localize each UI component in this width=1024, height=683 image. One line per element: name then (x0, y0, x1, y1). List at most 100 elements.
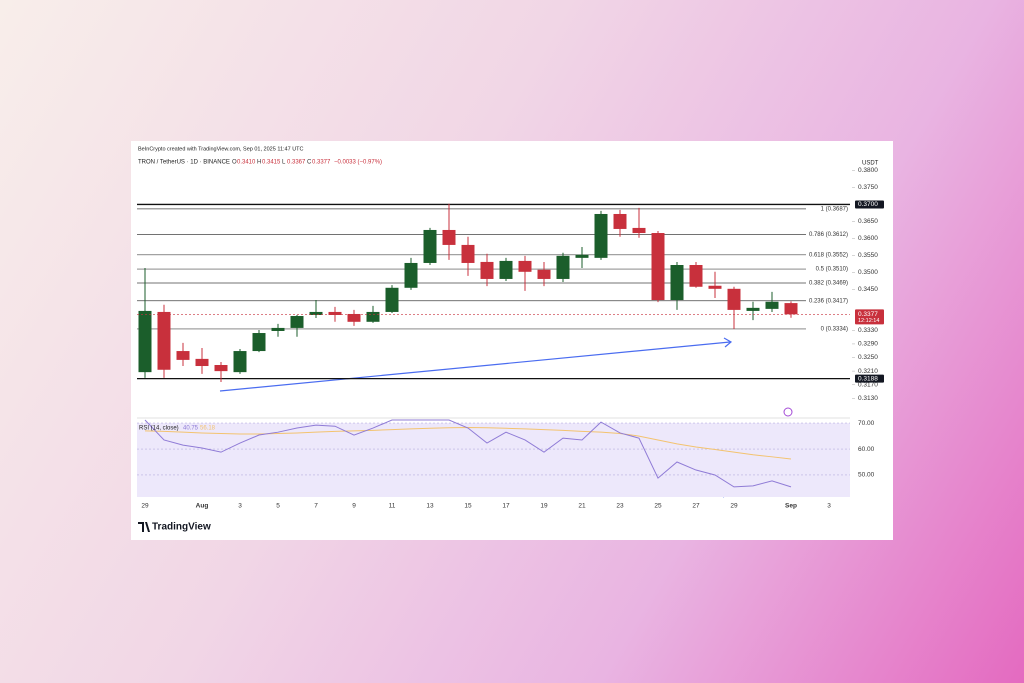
candle-body (366, 311, 380, 322)
credit: BeInCrypto created with TradingView.com,… (138, 146, 304, 152)
candle-body (499, 260, 513, 279)
candle-body (442, 229, 456, 245)
candle-body (290, 316, 304, 328)
y-tick-label: 0.3210 (858, 368, 878, 375)
candle-body (784, 303, 798, 315)
y-tick-label: 0.3500 (858, 269, 878, 276)
candle-body (347, 313, 361, 322)
fib-label: 0 (0.3334) (821, 327, 848, 333)
rsi-tick-label: 70.00 (858, 420, 875, 427)
candle-body (157, 311, 171, 370)
quote-part: 0.3367 (287, 160, 306, 166)
candle-body (385, 287, 399, 312)
fib-label: 0.382 (0.3469) (809, 281, 848, 287)
candle-body (594, 213, 608, 258)
candle-body (176, 351, 190, 360)
x-tick-label: 21 (578, 503, 586, 510)
y-tick-label: 0.3450 (858, 286, 878, 293)
x-tick-label: 19 (540, 503, 548, 510)
candle-body (708, 285, 722, 289)
y-tick-label: 0.3650 (858, 218, 878, 225)
x-tick-label: 25 (654, 503, 662, 510)
candle-body (556, 255, 570, 279)
x-tick-label: 17 (502, 503, 510, 510)
x-tick-label: 9 (352, 503, 356, 510)
candle-body (195, 358, 209, 367)
x-tick-label: 3 (238, 503, 242, 510)
candle-body (727, 288, 741, 310)
candle-body (765, 301, 779, 309)
countdown: 12:12:14 (858, 318, 879, 324)
fib-label: 1 (0.3687) (821, 206, 848, 212)
rsi-tick-label: 60.00 (858, 446, 875, 453)
level-box (855, 374, 884, 383)
y-tick-label: 0.3750 (858, 184, 878, 191)
candle-body (328, 311, 342, 315)
rsi-line (144, 419, 792, 488)
quote-part: O (232, 160, 237, 166)
y-tick-label: 0.3250 (858, 354, 878, 361)
brand-logo (138, 522, 150, 532)
x-tick-label: Sep (785, 503, 797, 510)
candle-body (632, 227, 646, 234)
rsi-ma-value: 56.18 (200, 426, 216, 432)
x-tick-label: 5 (276, 503, 280, 510)
candle-body (252, 333, 266, 352)
x-tick-label: 7 (314, 503, 318, 510)
candle-body (461, 244, 475, 263)
y-tick-label: 0.3130 (858, 395, 878, 402)
trend-line (219, 341, 731, 392)
quote-part: 0.3377 (312, 160, 331, 166)
last-price-box (855, 309, 884, 325)
candle-body (138, 310, 152, 373)
rsi-tick-label: 50.00 (858, 472, 875, 479)
quote-part: L (282, 160, 286, 166)
x-tick-label: 29 (141, 503, 149, 510)
last-price-label: 0.3377 (858, 311, 878, 318)
trend-arrow (723, 337, 733, 348)
y-tick-label: 0.3550 (858, 252, 878, 259)
candle-body (404, 262, 418, 288)
quote-part: 0.3415 (262, 160, 281, 166)
candle-body (575, 254, 589, 258)
quote-part: 0.3410 (237, 160, 256, 166)
rsi-title: RSI (14, close) (139, 426, 179, 432)
level-box (855, 200, 884, 209)
candle-body (518, 260, 532, 272)
x-tick-label: 15 (464, 503, 472, 510)
currency: USDT (862, 161, 879, 167)
y-tick-label: 0.3170 (858, 381, 878, 388)
candle-body (309, 311, 323, 315)
x-tick-label: 27 (692, 503, 700, 510)
y-tick-label: 0.3290 (858, 341, 878, 348)
quote-part: C (307, 160, 312, 166)
y-tick-label: 0.3600 (858, 235, 878, 242)
symbol: TRON / TetherUS · 1D · BINANCE (138, 160, 230, 166)
x-tick-label: 13 (426, 503, 434, 510)
x-tick-label: 23 (616, 503, 624, 510)
x-tick-label: 3 (827, 503, 831, 510)
quote-change: −0.0033 (−0.97%) (334, 160, 382, 166)
y-tick-label: 0.3800 (858, 167, 878, 174)
candle-body (689, 265, 703, 287)
event-icon[interactable] (783, 407, 793, 417)
y-tick-label: 0.3330 (858, 327, 878, 334)
candle-body (271, 327, 285, 331)
candle-body (423, 229, 437, 263)
candle-body (233, 351, 247, 373)
brand-name: TradingView (152, 522, 211, 533)
fib-label: 0.5 (0.3510) (816, 267, 848, 273)
candle-body (214, 365, 228, 372)
candle-body (537, 269, 551, 279)
x-tick-label: 29 (730, 503, 738, 510)
quote-part: H (257, 160, 261, 166)
fib-label: 0.618 (0.3552) (809, 252, 848, 258)
candle-body (746, 307, 760, 311)
level-label: 0.3188 (858, 375, 878, 382)
candle-body (670, 265, 684, 301)
x-tick-label: 11 (389, 503, 396, 510)
x-tick-label: Aug (196, 503, 209, 510)
candle-body (651, 233, 665, 301)
